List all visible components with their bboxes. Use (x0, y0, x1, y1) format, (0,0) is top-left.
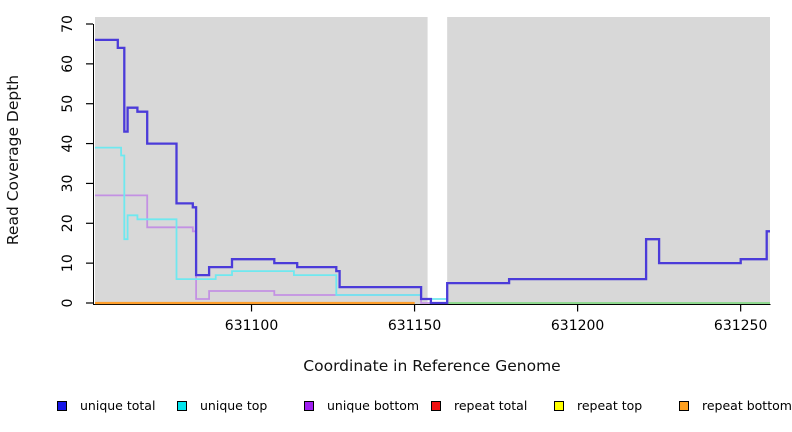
series-lines (95, 38, 770, 305)
y-tick-label: 50 (60, 95, 76, 113)
y-tick-label: 60 (60, 55, 76, 73)
x-axis-label: Coordinate in Reference Genome (303, 357, 560, 375)
series-line-unique-top (95, 146, 448, 300)
legend: unique total unique top unique bottom re… (0, 398, 792, 422)
alignment-gap-band (427, 17, 448, 304)
legend-swatch-repeat-top (554, 400, 564, 411)
legend-item-repeat-top: repeat top (554, 398, 642, 413)
legend-label: unique top (200, 398, 268, 413)
legend-item-unique-bottom: unique bottom (304, 398, 419, 413)
axes: 0 10 20 30 40 50 60 70 631100 631150 631200 631250 (60, 15, 771, 334)
legend-label: repeat total (454, 398, 528, 413)
x-tick-label: 631100 (225, 318, 278, 334)
legend-swatch-repeat-bottom (679, 400, 689, 411)
legend-swatch-unique-total (57, 400, 67, 411)
legend-swatch-repeat-total (431, 400, 441, 411)
y-tick-label: 10 (60, 254, 76, 272)
x-tick-label: 631150 (388, 318, 441, 334)
series-line-unique-total (95, 38, 770, 305)
y-tick-label: 0 (60, 299, 76, 308)
legend-label: repeat top (577, 398, 643, 413)
legend-item-unique-top: unique top (177, 398, 267, 413)
y-tick-label: 30 (60, 175, 76, 193)
legend-label: repeat bottom (702, 398, 792, 413)
y-tick-label: 40 (60, 135, 76, 153)
y-axis-label: Read Coverage Depth (4, 75, 22, 245)
legend-item-unique-total: unique total (57, 398, 155, 413)
legend-swatch-unique-top (177, 400, 187, 411)
x-tick-label: 631250 (714, 318, 767, 334)
y-tick-label: 70 (60, 15, 76, 33)
legend-swatch-unique-bottom (304, 400, 314, 411)
legend-item-repeat-bottom: repeat bottom (679, 398, 792, 413)
legend-label: unique total (80, 398, 156, 413)
legend-label: unique bottom (327, 398, 420, 413)
y-tick-label: 20 (60, 214, 76, 232)
legend-item-repeat-total: repeat total (431, 398, 527, 413)
x-tick-label: 631200 (551, 318, 604, 334)
